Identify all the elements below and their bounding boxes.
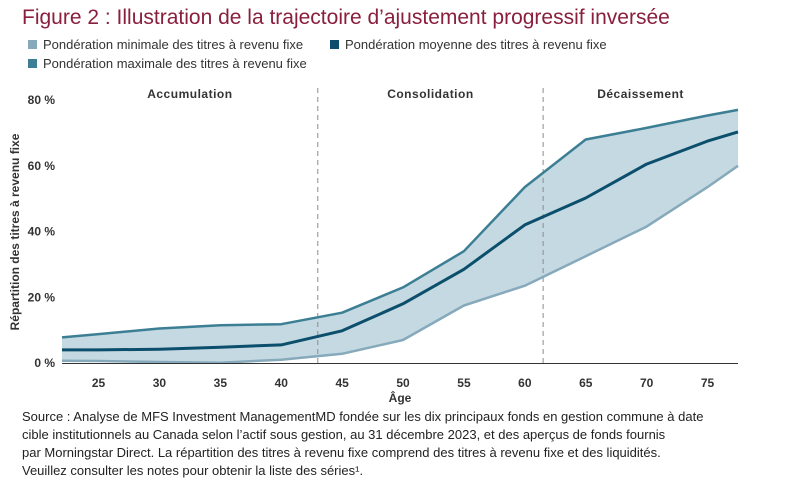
- source-line-2: cible institutionnels au Canada selon l’…: [22, 427, 666, 442]
- x-tick-label: 50: [396, 376, 410, 390]
- source-line-4: Veuillez consulter les notes pour obteni…: [22, 463, 364, 478]
- legend-item-max: Pondération maximale des titres à revenu…: [28, 56, 307, 71]
- legend-item-mean: Pondération moyenne des titres à revenu …: [330, 37, 607, 52]
- x-axis-title: Âge: [389, 390, 412, 405]
- y-tick-label: 80 %: [28, 93, 56, 107]
- range-band: [62, 109, 738, 363]
- phase-label-1: Accumulation: [147, 87, 232, 101]
- legend-label-min: Pondération minimale des titres à revenu…: [43, 37, 304, 52]
- x-tick-label: 75: [701, 376, 715, 390]
- y-axis-title: Répartition des titres à revenu fixe: [8, 133, 22, 330]
- legend-swatch-min: [28, 40, 37, 49]
- series-line-max: [61, 108, 739, 339]
- legend-label-mean: Pondération moyenne des titres à revenu …: [345, 37, 607, 52]
- chart-area: Accumulation Consolidation Décaissement 0 %…: [8, 87, 739, 405]
- y-tick-label: 20 %: [28, 290, 56, 304]
- chart-title: Figure 2 : Illustration de la trajectoir…: [22, 6, 670, 29]
- x-tick-label: 60: [518, 376, 532, 390]
- phase-label-2: Consolidation: [387, 87, 474, 101]
- source-line-1: Source : Analyse de MFS Investment Manag…: [22, 409, 704, 424]
- x-tick-label: 65: [579, 376, 593, 390]
- phase-label-3: Décaissement: [597, 87, 684, 101]
- source-line-3: par Morningstar Direct. La répartition d…: [22, 445, 661, 460]
- y-tick-label: 0 %: [34, 356, 55, 370]
- x-tick-label: 55: [457, 376, 471, 390]
- series-line-min: [61, 164, 739, 364]
- legend-swatch-mean: [330, 40, 339, 49]
- y-tick-label: 60 %: [28, 159, 56, 173]
- legend-item-min: Pondération minimale des titres à revenu…: [28, 37, 303, 52]
- y-tick-label: 40 %: [28, 225, 56, 239]
- x-tick-label: 30: [153, 376, 167, 390]
- x-tick-label: 45: [335, 376, 349, 390]
- x-tick-label: 70: [640, 376, 654, 390]
- legend-label-max: Pondération maximale des titres à revenu…: [43, 56, 307, 71]
- x-tick-label: 25: [92, 376, 106, 390]
- legend-swatch-max: [28, 59, 37, 68]
- source-note: Source : Analyse de MFS Investment Manag…: [22, 408, 782, 480]
- x-tick-label: 40: [275, 376, 289, 390]
- series-line-mean: [62, 130, 739, 352]
- x-tick-label: 35: [214, 376, 228, 390]
